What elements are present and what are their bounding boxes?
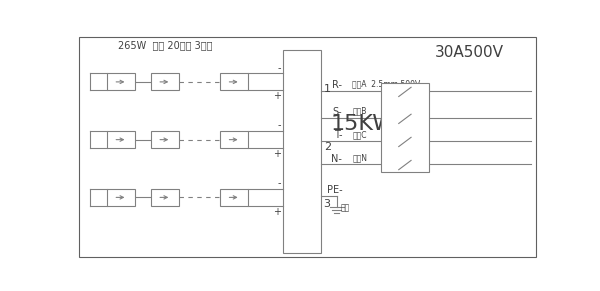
Bar bbox=[107, 73, 135, 91]
Text: 相线A  2.5mm 500V: 相线A 2.5mm 500V bbox=[352, 80, 421, 89]
Bar bbox=[220, 73, 248, 91]
Text: +: + bbox=[274, 207, 281, 217]
Bar bbox=[151, 131, 179, 148]
Text: -: - bbox=[278, 63, 281, 73]
Text: 相线B: 相线B bbox=[352, 107, 367, 116]
Text: 15KW: 15KW bbox=[331, 114, 395, 134]
Text: +: + bbox=[274, 91, 281, 101]
Text: PE-: PE- bbox=[326, 185, 342, 195]
Text: +: + bbox=[274, 149, 281, 159]
Text: -: - bbox=[278, 120, 281, 130]
Text: S-: S- bbox=[332, 107, 342, 117]
Bar bbox=[107, 189, 135, 206]
Text: R-: R- bbox=[332, 80, 342, 91]
Text: 接线: 接线 bbox=[341, 203, 350, 212]
Bar bbox=[107, 131, 135, 148]
Bar bbox=[151, 189, 179, 206]
Bar bbox=[283, 49, 322, 253]
Text: 30A500V: 30A500V bbox=[434, 45, 504, 60]
Text: T-: T- bbox=[334, 130, 342, 141]
Text: 265W  组件 20串联 3并联: 265W 组件 20串联 3并联 bbox=[118, 40, 212, 50]
Text: 零线N: 零线N bbox=[352, 153, 367, 162]
Bar bbox=[220, 131, 248, 148]
Bar bbox=[151, 73, 179, 91]
Text: -: - bbox=[278, 178, 281, 188]
Text: 3: 3 bbox=[323, 199, 331, 209]
Bar bbox=[220, 189, 248, 206]
Text: 零线C: 零线C bbox=[352, 130, 367, 139]
Text: 1: 1 bbox=[323, 84, 331, 94]
Bar bbox=[380, 84, 429, 172]
Text: 2: 2 bbox=[323, 141, 331, 152]
Text: N-: N- bbox=[331, 154, 342, 164]
